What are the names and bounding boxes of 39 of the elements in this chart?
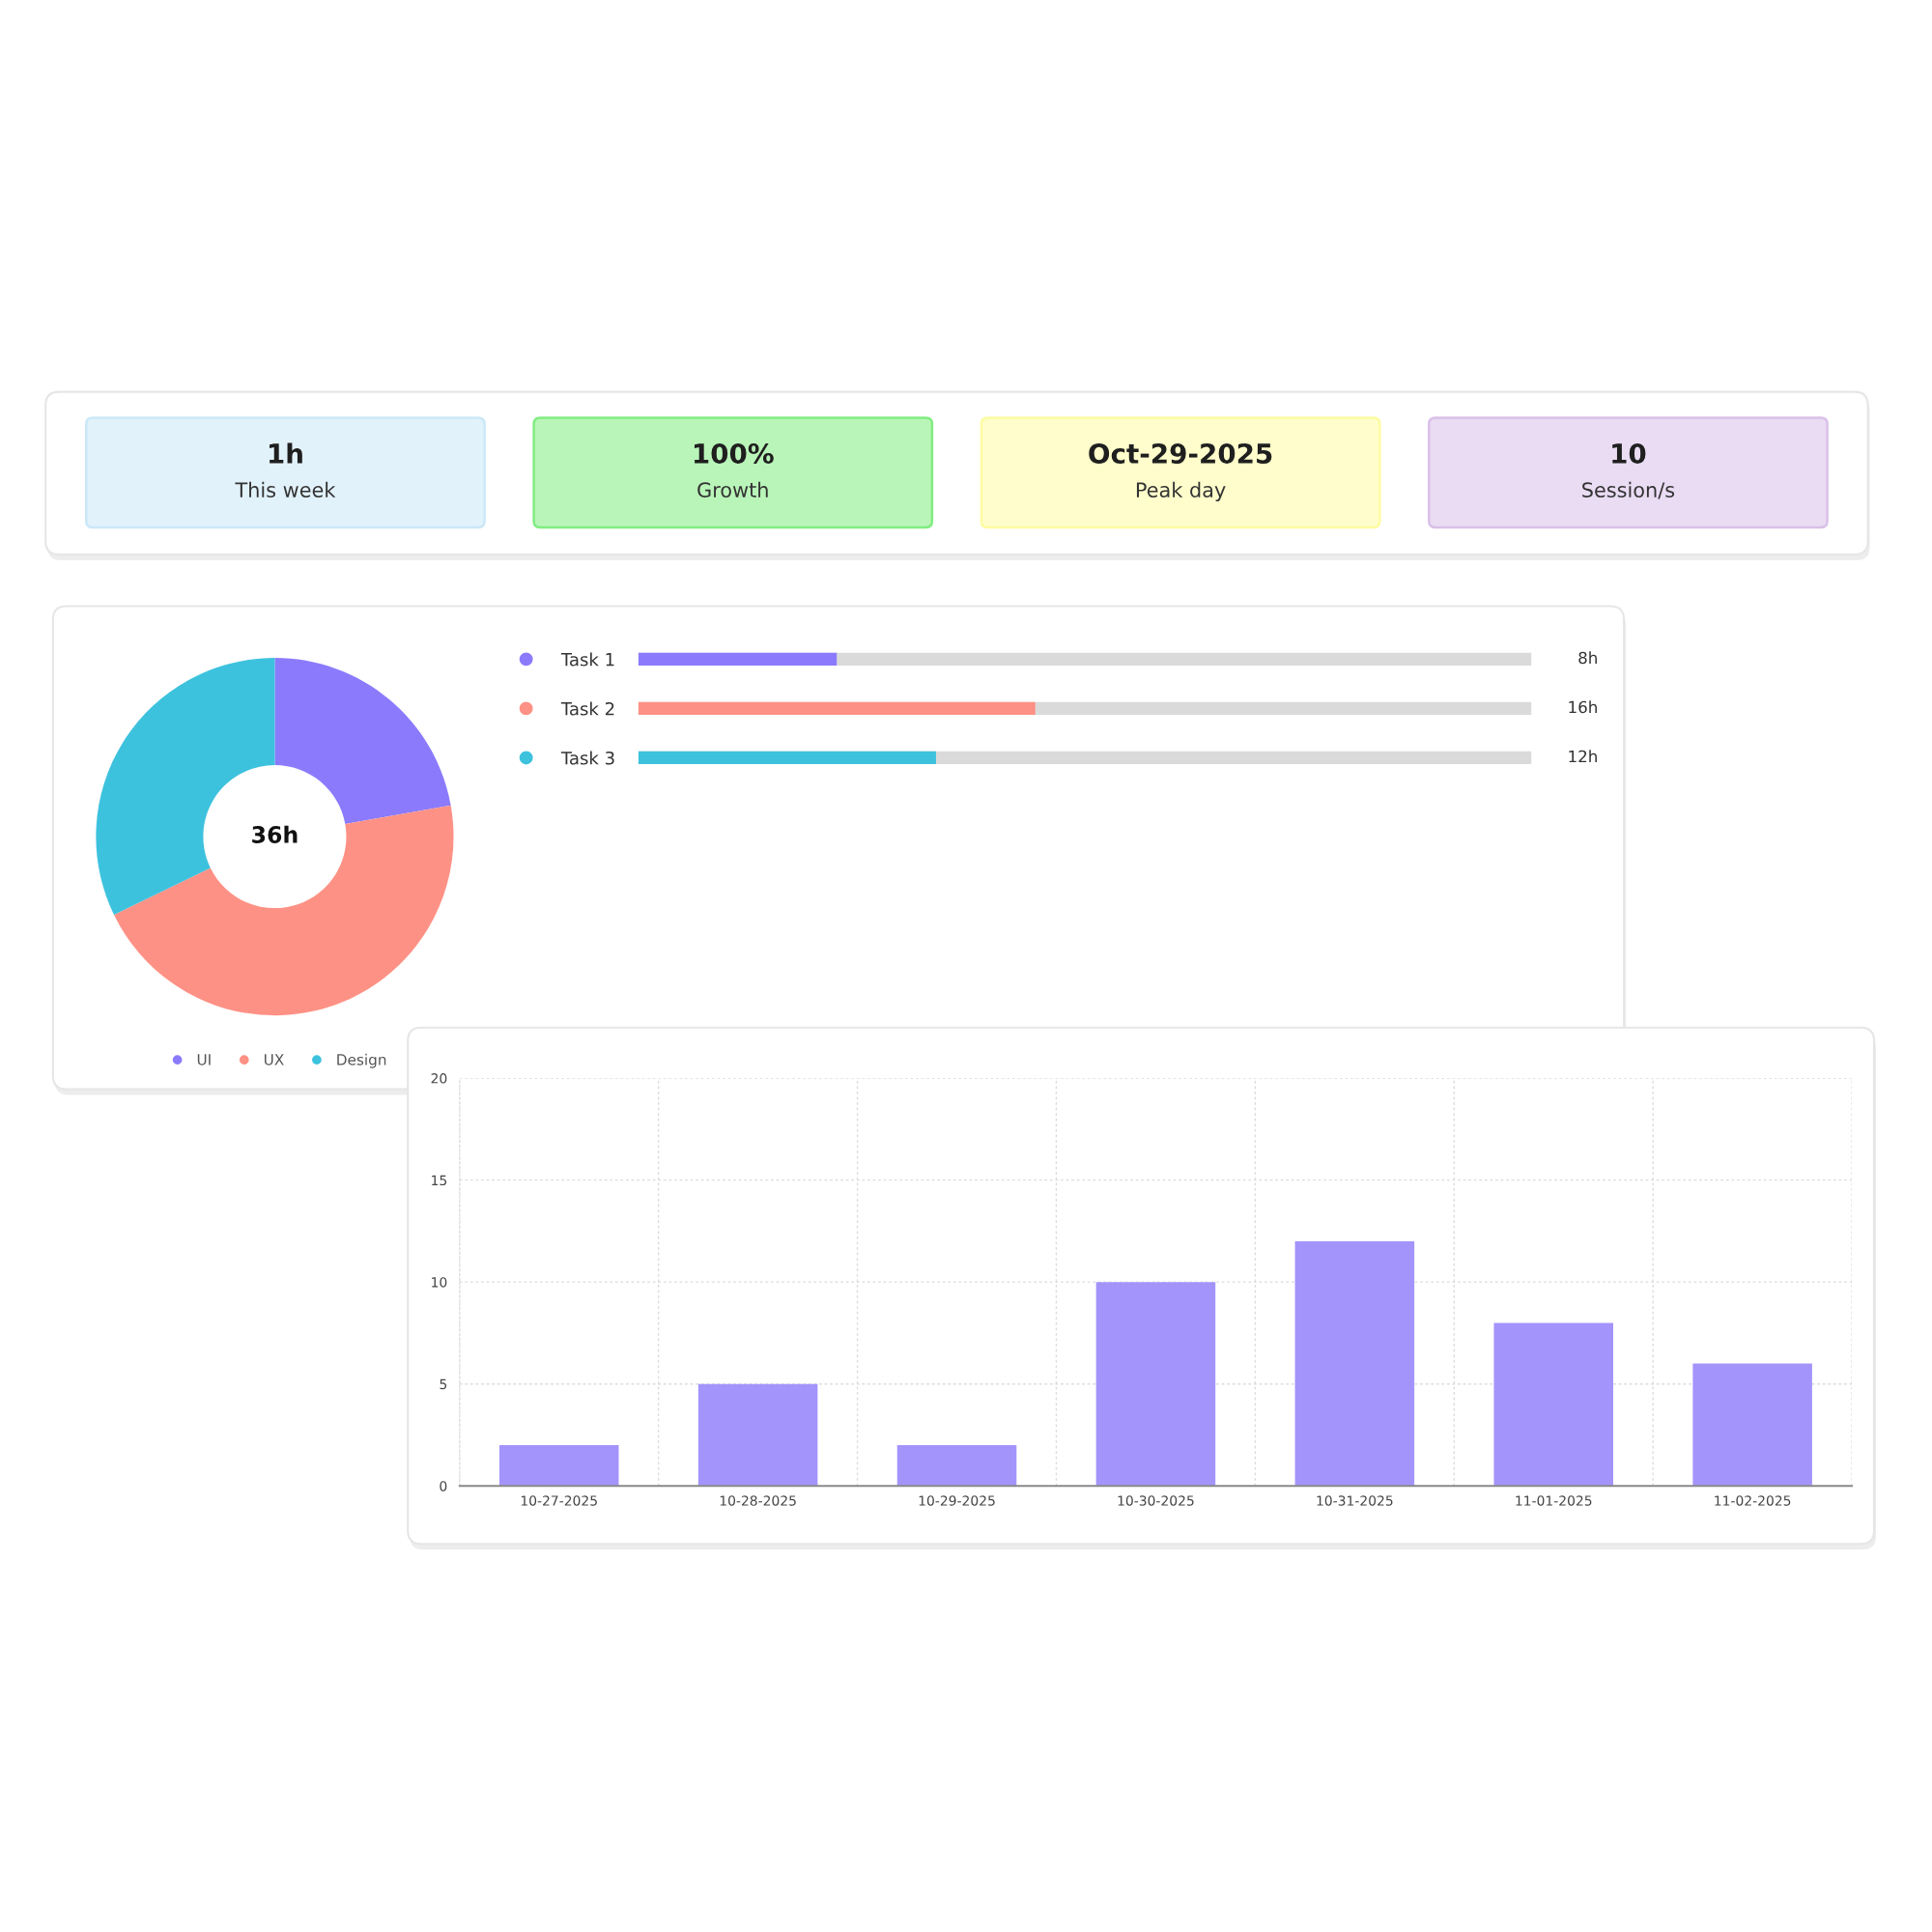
bar bbox=[498, 1445, 619, 1487]
bar bbox=[1692, 1363, 1812, 1487]
bar bbox=[1493, 1322, 1614, 1487]
text: This week bbox=[235, 481, 336, 497]
y-tick-label: 10 bbox=[432, 1277, 447, 1288]
bar bbox=[1294, 1240, 1415, 1487]
y-tick-label: 20 bbox=[431, 1073, 447, 1084]
text: Session/s bbox=[1582, 481, 1675, 499]
y-tick-label: Task 3 bbox=[560, 751, 614, 765]
data-label: 16h bbox=[1569, 700, 1597, 714]
x-tick-label: 10-30-2025 bbox=[1118, 1495, 1194, 1506]
data-label: 12h bbox=[1569, 750, 1597, 763]
legend-label: UX bbox=[264, 1054, 284, 1065]
y-tick-label: Task 2 bbox=[560, 701, 614, 716]
y-tick-label: 5 bbox=[440, 1378, 447, 1390]
text: 100% bbox=[694, 442, 774, 464]
legend-label: Design bbox=[337, 1053, 386, 1068]
data-label: 8h bbox=[1578, 651, 1597, 665]
legend-label: UI bbox=[197, 1054, 211, 1065]
x-tick-label: 11-01-2025 bbox=[1516, 1495, 1592, 1506]
x-tick-label: 11-02-2025 bbox=[1715, 1495, 1791, 1506]
y-tick-label: 0 bbox=[440, 1481, 447, 1492]
bar bbox=[697, 1383, 818, 1487]
text: Peak day bbox=[1136, 481, 1226, 502]
text: 36h bbox=[252, 825, 298, 843]
donut-slice bbox=[113, 805, 454, 1016]
donut-slice bbox=[274, 658, 451, 825]
x-tick-label: 10-28-2025 bbox=[720, 1495, 796, 1506]
text: 10 bbox=[1612, 442, 1646, 464]
bar bbox=[896, 1445, 1017, 1487]
y-tick-label: 15 bbox=[432, 1175, 447, 1186]
x-tick-label: 10-29-2025 bbox=[919, 1495, 995, 1506]
x-tick-label: 10-27-2025 bbox=[521, 1495, 597, 1506]
text: Oct-29-2025 bbox=[1089, 442, 1272, 464]
text: 1h bbox=[270, 442, 302, 464]
y-tick-label: Task 1 bbox=[560, 652, 614, 667]
text: Growth bbox=[697, 481, 768, 497]
x-tick-label: 10-31-2025 bbox=[1317, 1495, 1393, 1506]
bar bbox=[1095, 1282, 1216, 1487]
